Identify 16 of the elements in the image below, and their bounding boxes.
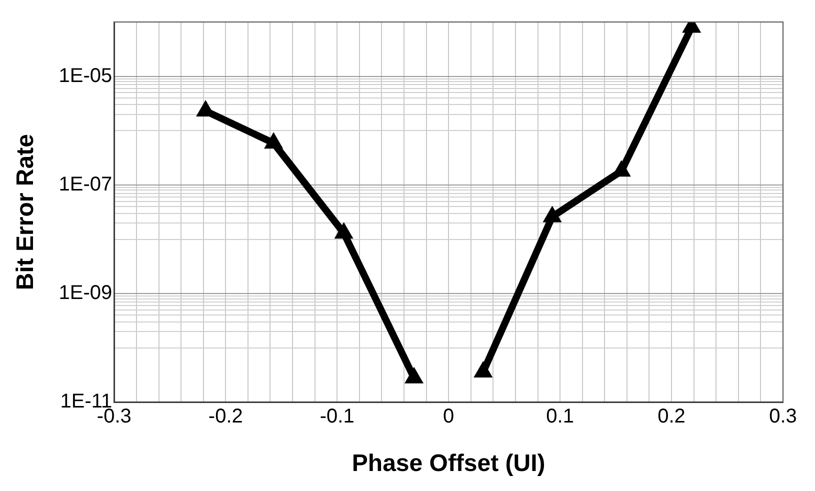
x-tick-label: 0: [443, 406, 454, 428]
x-tick-label: -0.1: [320, 406, 354, 428]
y-axis-title: Bit Error Rate: [12, 134, 40, 290]
point: [542, 206, 562, 222]
point: [404, 366, 424, 384]
point: [264, 132, 284, 149]
point: [334, 222, 354, 239]
y-tick-label: 1E-09: [58, 282, 112, 304]
y-tick-label: 1E-05: [58, 64, 112, 87]
x-tick-label: 0.2: [658, 406, 686, 428]
x-tick-label: 0.1: [546, 406, 574, 428]
x-tick-label: -0.2: [208, 406, 243, 428]
point: [474, 360, 493, 378]
x-tick-label: 0.3: [769, 406, 797, 428]
x-axis-title: Phase Offset (UI): [352, 450, 546, 478]
y-tick-label: 1E-07: [58, 173, 112, 196]
